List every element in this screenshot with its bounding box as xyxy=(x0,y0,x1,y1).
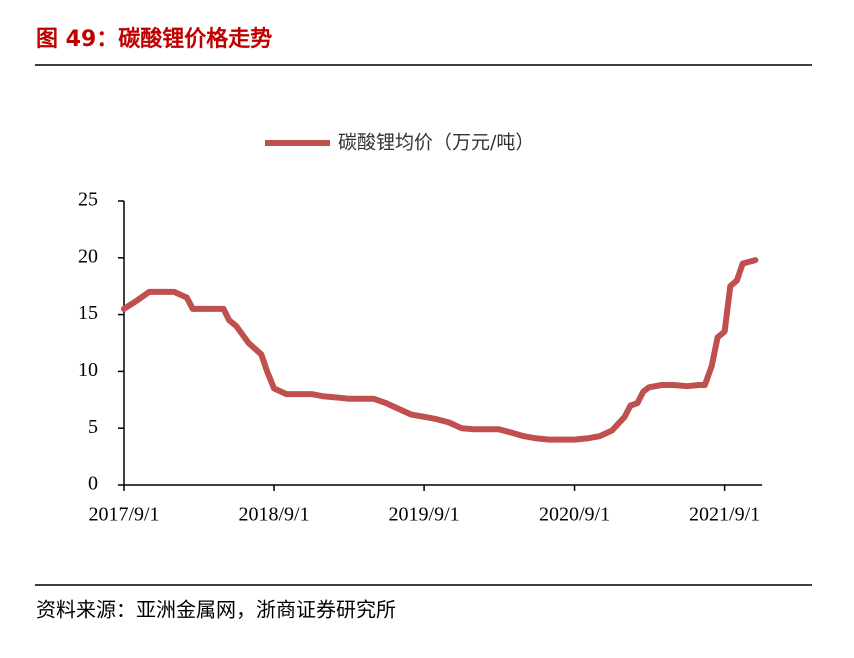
y-tick-label: 25 xyxy=(78,189,98,211)
figure-title: 图 49：碳酸锂价格走势 xyxy=(36,26,272,52)
x-tick-label: 2019/9/1 xyxy=(389,504,460,526)
legend-label: 碳酸锂均价（万元/吨） xyxy=(338,132,534,154)
price-line xyxy=(121,257,759,443)
x-tick-label: 2020/9/1 xyxy=(539,504,610,526)
y-tick-label: 15 xyxy=(78,302,98,324)
y-tick-label: 5 xyxy=(88,416,98,438)
x-tick-label: 2021/9/1 xyxy=(689,504,760,526)
x-tick-label: 2018/9/1 xyxy=(238,504,309,526)
y-tick-label: 0 xyxy=(88,473,98,495)
y-tick-label: 20 xyxy=(78,245,98,267)
x-tick-label: 2017/9/1 xyxy=(88,504,159,526)
source-note: 资料来源：亚洲金属网，浙商证券研究所 xyxy=(36,598,396,622)
y-tick-label: 10 xyxy=(78,359,98,381)
